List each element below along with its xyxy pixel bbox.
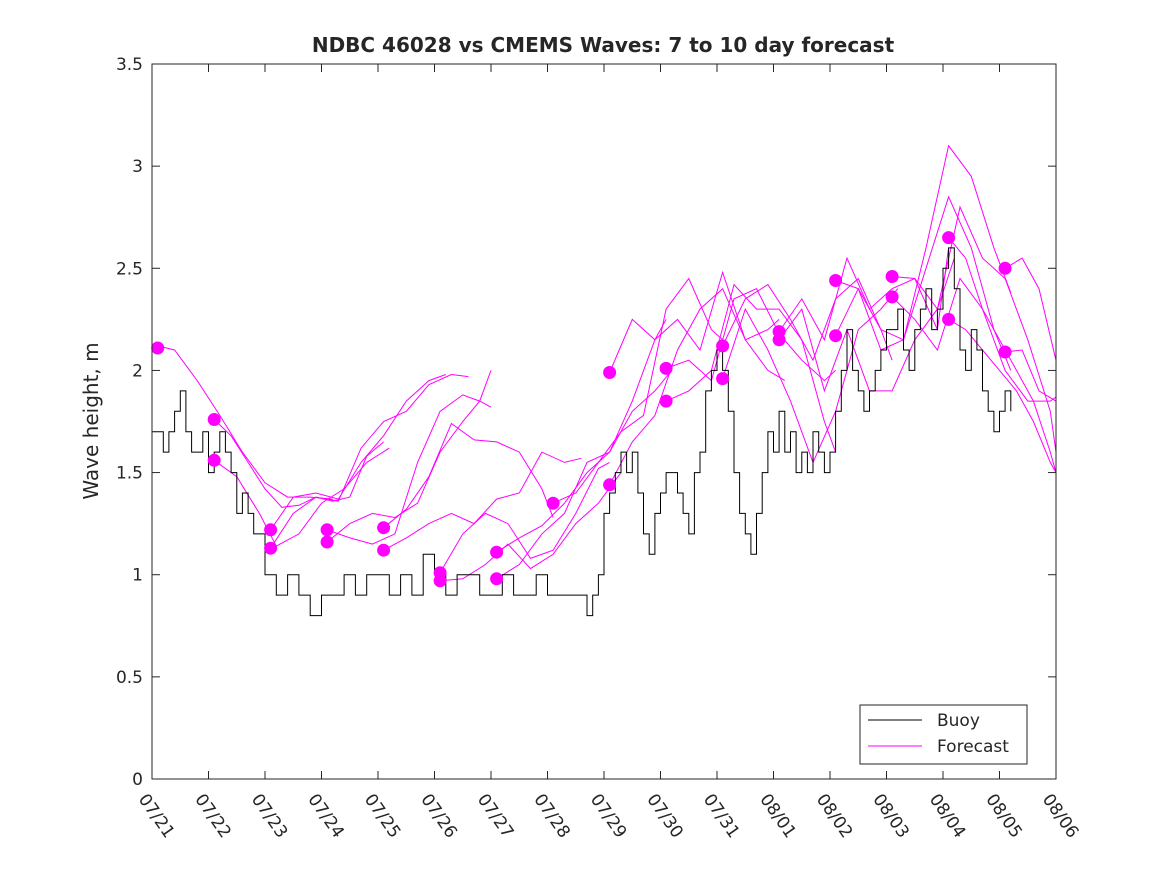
y-tick-label: 0 [132, 770, 143, 790]
y-tick-label: 3.5 [116, 55, 143, 75]
forecast-start-marker [320, 535, 334, 549]
legend-buoy-label: Buoy [937, 711, 980, 731]
series-layer [152, 144, 1057, 617]
forecast-start-marker [885, 290, 899, 304]
forecast-line [270, 374, 446, 531]
plot-area [151, 63, 1057, 780]
forecast-start-marker [998, 261, 1012, 275]
forecast-line [213, 419, 384, 508]
y-tick-label: 2 [132, 361, 143, 381]
forecast-start-marker [659, 394, 673, 408]
forecast-start-marker [264, 523, 278, 537]
plot-background [152, 64, 1056, 779]
forecast-start-marker [546, 496, 560, 510]
chart-title: NDBC 46028 vs CMEMS Waves: 7 to 10 day f… [312, 33, 895, 57]
forecast-start-marker [659, 361, 673, 375]
buoy-line [152, 247, 1012, 617]
forecast-line [1005, 349, 1057, 402]
y-tick-label: 1.5 [116, 464, 143, 484]
forecast-start-marker [772, 333, 786, 347]
forecast-line [665, 283, 837, 453]
forecast-line [948, 318, 1057, 473]
forecast-start-marker [603, 478, 617, 492]
legend-forecast-label: Forecast [937, 737, 1009, 757]
forecast-line [326, 394, 492, 545]
forecast-start-marker [716, 339, 730, 353]
forecast-start-marker [207, 453, 221, 467]
y-tick-label: 0.5 [116, 668, 143, 688]
forecast-line [552, 277, 723, 504]
forecast-line [665, 288, 836, 382]
y-tick-label: 3 [132, 157, 143, 177]
forecast-line [892, 205, 1057, 453]
forecast-line [383, 451, 582, 551]
forecast-line [270, 373, 469, 549]
forecast-start-marker [377, 521, 391, 535]
forecast-start-marker [942, 312, 956, 326]
forecast-start-marker [377, 543, 391, 557]
legend-box [859, 704, 1028, 765]
forecast-start-marker [320, 523, 334, 537]
forecast-line [440, 472, 622, 582]
forecast-start-marker [490, 572, 504, 586]
forecast-start-marker [998, 345, 1012, 359]
forecast-start-marker [716, 372, 730, 386]
forecast-start-marker [885, 270, 899, 283]
forecast-start-marker [151, 341, 165, 355]
forecast-start-marker [603, 366, 617, 379]
y-axis-label: Wave height, m [79, 342, 103, 499]
y-tick-label: 1 [132, 566, 143, 586]
forecast-line [439, 461, 610, 573]
marker-layer [151, 231, 1012, 588]
forecast-line [609, 270, 780, 373]
forecast-start-marker [264, 541, 278, 555]
forecast-start-marker [433, 574, 447, 588]
legend: Buoy Forecast [859, 704, 1028, 765]
forecast-line [496, 319, 667, 553]
forecast-line [157, 345, 333, 500]
y-tick-label: 2.5 [116, 259, 143, 279]
forecast-line [835, 144, 1012, 351]
forecast-start-marker [490, 545, 504, 559]
forecast-line [1004, 257, 1057, 361]
forecast-line [609, 287, 786, 486]
forecast-line [326, 370, 492, 543]
forecast-line [383, 422, 554, 529]
forecast-line [722, 277, 893, 362]
forecast-start-marker [207, 413, 221, 426]
forecast-line [213, 447, 390, 547]
forecast-start-marker [829, 329, 843, 343]
forecast-line [835, 195, 1012, 371]
forecast-start-marker [829, 274, 843, 287]
forecast-start-marker [942, 231, 956, 245]
y-axis: 0 0.5 1 1.5 2 2.5 3 3.5 [116, 55, 1056, 790]
